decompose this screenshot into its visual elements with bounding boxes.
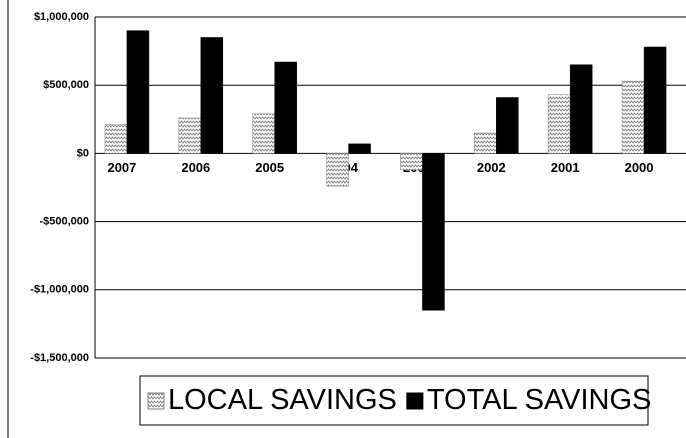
legend-box xyxy=(139,375,649,426)
x-tick-label: 2005 xyxy=(255,160,284,175)
y-tick-label: -$1,500,000 xyxy=(30,352,89,364)
x-tick-label: 2007 xyxy=(107,160,136,175)
bar xyxy=(326,153,349,187)
bar xyxy=(400,153,423,171)
x-tick-label: 2002 xyxy=(477,160,506,175)
bar xyxy=(104,124,128,154)
y-tick-label: $0 xyxy=(77,147,89,159)
bar xyxy=(348,143,371,154)
bar xyxy=(274,61,297,154)
bar xyxy=(200,37,224,154)
y-tick-label: $1,000,000 xyxy=(34,11,89,23)
bar xyxy=(643,46,667,154)
bar xyxy=(422,153,445,311)
x-tick-label: 2001 xyxy=(551,160,580,175)
bar xyxy=(126,30,150,154)
bar xyxy=(547,94,571,154)
bar xyxy=(496,97,519,154)
legend-swatch xyxy=(147,392,165,410)
y-tick-label: $500,000 xyxy=(43,79,89,91)
y-tick-label: -$500,000 xyxy=(39,216,89,228)
x-tick-label: 2000 xyxy=(625,160,654,175)
y-tick-label: -$1,000,000 xyxy=(30,284,89,296)
legend-swatch xyxy=(406,392,424,410)
bar xyxy=(569,64,593,154)
bar xyxy=(621,80,645,154)
bar xyxy=(474,132,497,154)
bar xyxy=(252,113,275,154)
legend-label: TOTAL SAVINGS xyxy=(427,384,652,416)
x-tick-label: 2006 xyxy=(181,160,210,175)
bar xyxy=(178,117,202,154)
legend-label: LOCAL SAVINGS xyxy=(168,384,397,416)
